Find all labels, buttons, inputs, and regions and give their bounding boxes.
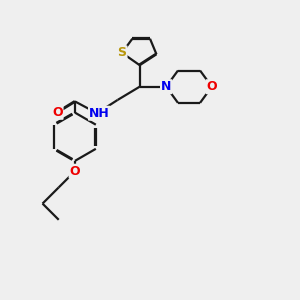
Text: O: O: [52, 106, 63, 119]
Text: S: S: [118, 46, 127, 59]
Text: O: O: [206, 80, 217, 93]
Text: O: O: [70, 165, 80, 178]
Text: NH: NH: [89, 107, 110, 120]
Text: N: N: [161, 80, 171, 93]
